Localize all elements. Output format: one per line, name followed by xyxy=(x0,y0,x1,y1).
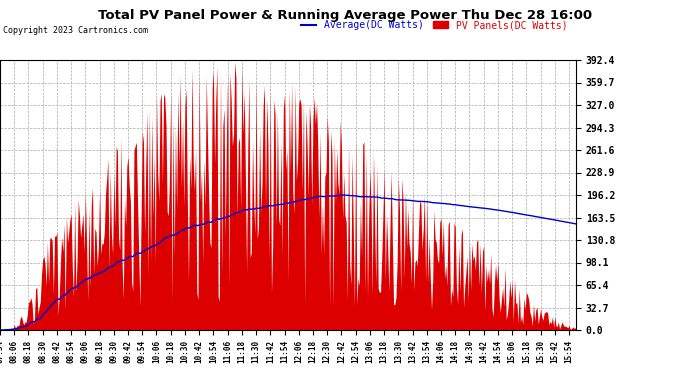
Legend: Average(DC Watts), PV Panels(DC Watts): Average(DC Watts), PV Panels(DC Watts) xyxy=(297,16,571,34)
Text: Total PV Panel Power & Running Average Power Thu Dec 28 16:00: Total PV Panel Power & Running Average P… xyxy=(98,9,592,22)
Text: Copyright 2023 Cartronics.com: Copyright 2023 Cartronics.com xyxy=(3,26,148,35)
